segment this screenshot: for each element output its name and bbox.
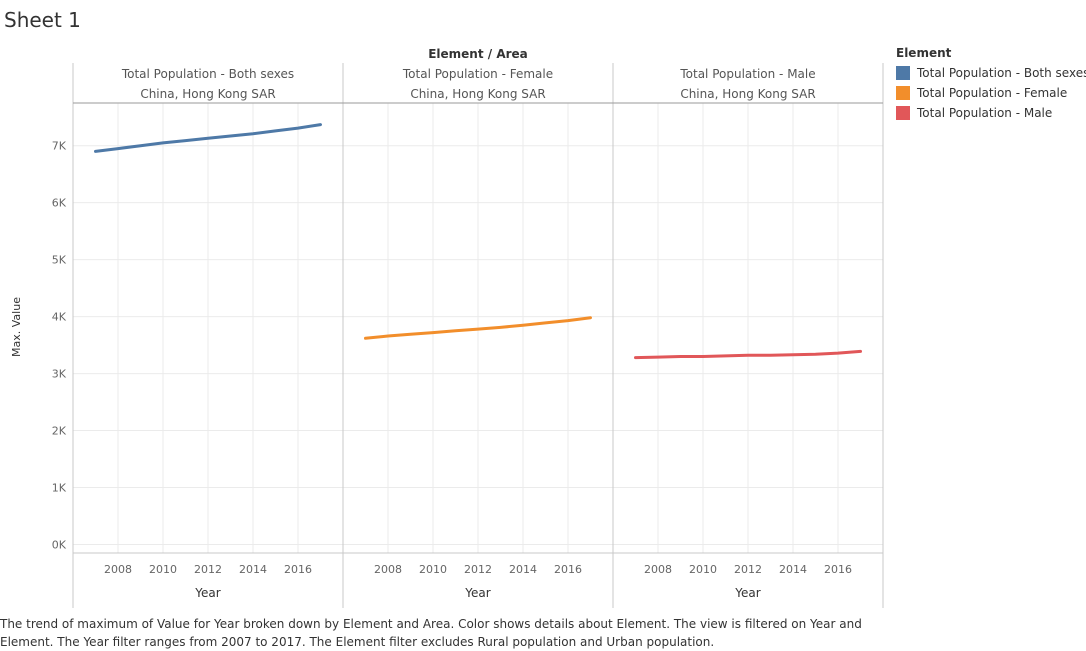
y-tick-label: 2K — [52, 425, 67, 438]
legend-label: Total Population - Male — [917, 106, 1053, 120]
legend-item-male[interactable]: Total Population - Male — [896, 103, 1086, 123]
x-tick-label: 2010 — [689, 563, 717, 576]
y-tick-label: 1K — [52, 481, 67, 494]
x-tick-label: 2014 — [239, 563, 267, 576]
chart-caption: The trend of maximum of Value for Year b… — [0, 617, 862, 649]
series-line — [634, 349, 862, 360]
x-tick-label: 2008 — [644, 563, 672, 576]
x-tick-label: 2016 — [554, 563, 582, 576]
x-axis-label: Year — [194, 586, 220, 600]
panel-header-element: Total Population - Both sexes — [121, 67, 294, 81]
legend-title: Element — [896, 46, 952, 60]
y-tick-label: 5K — [52, 254, 67, 267]
x-tick-label: 2014 — [509, 563, 537, 576]
x-tick-label: 2012 — [194, 563, 222, 576]
legend-item-female[interactable]: Total Population - Female — [896, 83, 1086, 103]
legend-item-both-sexes[interactable]: Total Population - Both sexes — [896, 63, 1086, 83]
x-axis-label: Year — [464, 586, 490, 600]
x-tick-label: 2008 — [104, 563, 132, 576]
x-tick-label: 2010 — [419, 563, 447, 576]
x-tick-label: 2016 — [284, 563, 312, 576]
x-tick-label: 2012 — [464, 563, 492, 576]
x-tick-label: 2014 — [779, 563, 807, 576]
y-tick-label: 7K — [52, 140, 67, 153]
x-axis-label: Year — [734, 586, 760, 600]
panel-header-area: China, Hong Kong SAR — [680, 87, 815, 101]
series-line — [94, 123, 322, 153]
legend-swatch — [896, 86, 910, 100]
chart-area: Element / Area Total Population - Both se… — [10, 47, 884, 608]
y-tick-label: 6K — [52, 197, 67, 210]
y-tick-label: 3K — [52, 368, 67, 381]
x-tick-label: 2016 — [824, 563, 852, 576]
legend: Element Total Population - Both sexes To… — [896, 46, 1086, 123]
x-tick-label: 2008 — [374, 563, 402, 576]
x-tick-label: 2010 — [149, 563, 177, 576]
panel-header-area: China, Hong Kong SAR — [140, 87, 275, 101]
y-axis-label: Max. Value — [10, 297, 23, 357]
panel-header-element: Total Population - Female — [402, 67, 553, 81]
panel-header-element: Total Population - Male — [679, 67, 815, 81]
legend-swatch — [896, 66, 910, 80]
legend-label: Total Population - Female — [917, 86, 1068, 100]
y-tick-label: 4K — [52, 311, 67, 324]
sheet-title: Sheet 1 — [4, 8, 81, 32]
x-tick-label: 2012 — [734, 563, 762, 576]
panel-header-area: China, Hong Kong SAR — [410, 87, 545, 101]
y-tick-label: 0K — [52, 538, 67, 551]
column-header-title: Element / Area — [428, 47, 528, 61]
series-line — [364, 316, 592, 340]
legend-swatch — [896, 106, 910, 120]
legend-label: Total Population - Both sexes — [917, 66, 1086, 80]
